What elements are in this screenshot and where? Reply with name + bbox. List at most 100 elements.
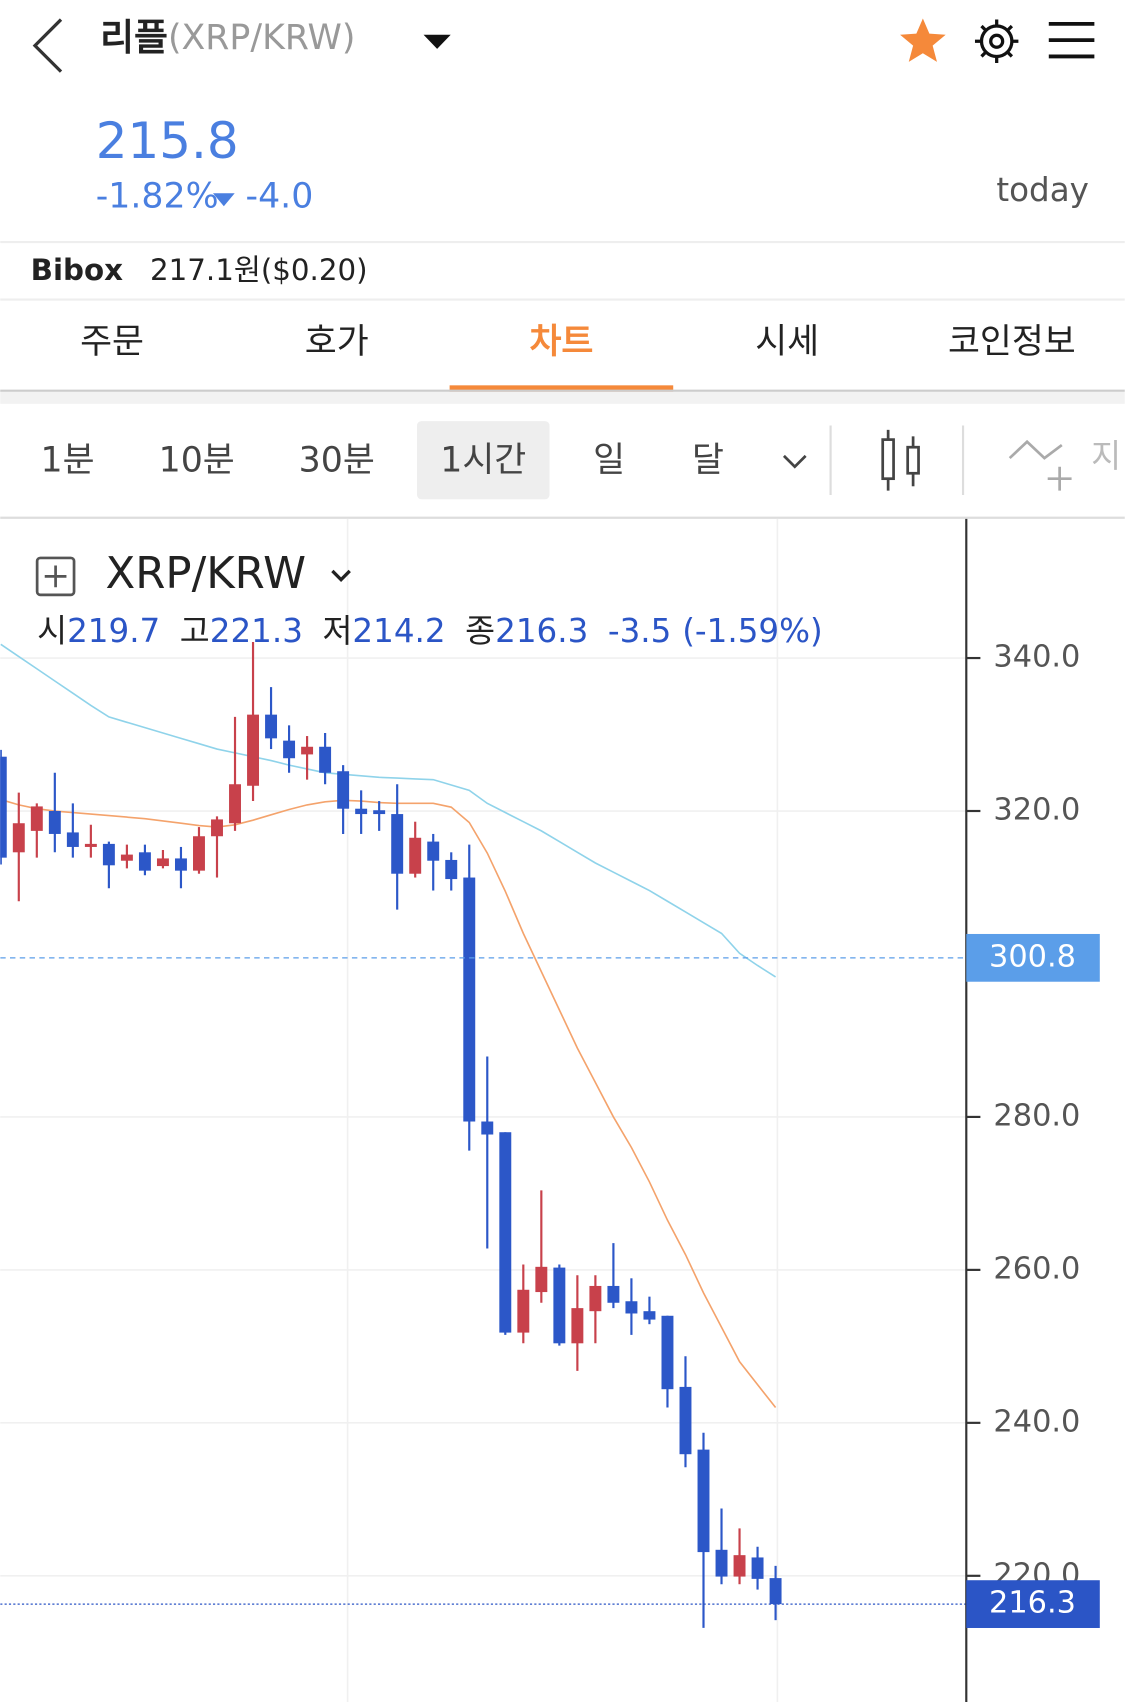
candle-body bbox=[211, 819, 223, 837]
candle-body bbox=[138, 852, 151, 871]
tab[interactable]: 코인정보 bbox=[948, 322, 1076, 362]
legend-value: 219.7 bbox=[67, 612, 160, 650]
candle-body bbox=[229, 784, 241, 824]
moving-average bbox=[0, 798, 777, 1409]
interval[interactable]: 1분 bbox=[41, 440, 95, 480]
legend-key: 종 bbox=[465, 612, 495, 650]
moving-average bbox=[0, 643, 777, 978]
ohlc-legend: 시219.7 고221.3 저214.2 종216.3 -3.5 (-1.59%) bbox=[37, 612, 823, 650]
y-tick-label: 320.0 bbox=[993, 793, 1080, 828]
candle-body bbox=[120, 854, 133, 861]
candle-body bbox=[535, 1266, 548, 1293]
price-badge-label: 300.8 bbox=[989, 939, 1076, 974]
candle-body bbox=[12, 823, 25, 853]
spacer bbox=[0, 391, 1125, 404]
coin-pair: (XRP/KRW) bbox=[168, 18, 355, 58]
candle-body bbox=[625, 1301, 638, 1314]
legend-value: 214.2 bbox=[352, 612, 445, 650]
tab[interactable]: 차트 bbox=[529, 322, 593, 362]
y-tick-label: 280.0 bbox=[993, 1098, 1080, 1133]
candle-body bbox=[463, 877, 476, 1122]
candle-body bbox=[373, 810, 386, 815]
indicator-icon[interactable] bbox=[1008, 439, 1072, 491]
candle-body bbox=[607, 1285, 620, 1303]
exchange-price: 217.1원($0.20) bbox=[150, 253, 368, 287]
legend-change-pct: (-1.59%) bbox=[682, 612, 823, 650]
symbol-dropdown[interactable] bbox=[331, 569, 351, 582]
candle-body bbox=[733, 1555, 746, 1577]
candle-body bbox=[571, 1308, 584, 1344]
coin-name: 리플(XRP/KRW) bbox=[100, 16, 355, 59]
tab-underline bbox=[449, 385, 674, 392]
price-badge bbox=[966, 1580, 1100, 1628]
candle-body bbox=[337, 771, 350, 809]
legend-key: 시 bbox=[37, 612, 67, 650]
candle-body bbox=[661, 1315, 674, 1390]
add-symbol-plus bbox=[44, 565, 67, 588]
candle-body bbox=[319, 746, 332, 773]
dropdown-arrow[interactable] bbox=[423, 34, 451, 49]
candle-body bbox=[553, 1267, 566, 1344]
tab[interactable]: 호가 bbox=[305, 322, 369, 362]
candle-body bbox=[247, 714, 260, 786]
plot-area bbox=[0, 641, 967, 1628]
legend-value: 216.3 bbox=[495, 612, 588, 650]
chart-type-icon[interactable] bbox=[881, 429, 920, 491]
candle-body bbox=[193, 836, 205, 871]
candle-body bbox=[283, 740, 296, 759]
candle-body bbox=[355, 808, 368, 815]
candle-body bbox=[697, 1449, 710, 1553]
price-change-pct: -1.82% bbox=[96, 177, 219, 217]
interval[interactable]: 30분 bbox=[299, 440, 375, 480]
interval-more[interactable] bbox=[782, 454, 807, 469]
settings-icon[interactable] bbox=[974, 19, 1019, 63]
candle-body bbox=[102, 843, 115, 866]
favorite-star[interactable] bbox=[900, 18, 946, 62]
interval[interactable]: 1시간 bbox=[440, 440, 526, 480]
legend-value: 221.3 bbox=[210, 612, 303, 650]
chart-title[interactable]: XRP/KRW bbox=[106, 549, 306, 599]
candle-body bbox=[643, 1311, 656, 1320]
coin-name-text: 리플 bbox=[100, 16, 168, 59]
tab[interactable]: 주문 bbox=[80, 322, 144, 362]
legend-key: 저 bbox=[322, 612, 352, 650]
candle-body bbox=[445, 859, 458, 880]
legend-change: -3.5 bbox=[608, 612, 672, 650]
interval[interactable]: 10분 bbox=[159, 440, 235, 480]
interval-selected bbox=[417, 421, 550, 500]
back-button[interactable] bbox=[32, 18, 63, 73]
interval[interactable]: 일 bbox=[593, 440, 625, 480]
candle-body bbox=[409, 837, 422, 874]
period-label: today bbox=[996, 171, 1089, 209]
candle-body bbox=[589, 1285, 602, 1312]
down-arrow bbox=[212, 193, 235, 207]
candle-body bbox=[265, 714, 278, 739]
menu-icon[interactable] bbox=[1048, 21, 1095, 59]
price-badge-label: 216.3 bbox=[989, 1586, 1076, 1621]
tab[interactable]: 시세 bbox=[755, 322, 819, 362]
price-badge bbox=[966, 933, 1100, 982]
candle-body bbox=[0, 756, 7, 858]
y-tick-label: 240.0 bbox=[993, 1404, 1080, 1439]
candle-body bbox=[769, 1578, 782, 1605]
candle-body bbox=[427, 841, 440, 861]
y-tick-label: 340.0 bbox=[993, 640, 1080, 675]
exchange-name: Bibox bbox=[31, 253, 123, 287]
candle-body bbox=[30, 806, 43, 831]
candle-body bbox=[481, 1121, 494, 1135]
interval[interactable]: 달 bbox=[692, 440, 724, 480]
candle-body bbox=[751, 1557, 764, 1579]
indicator-label[interactable]: 지 bbox=[1091, 437, 1121, 475]
candle-body bbox=[499, 1132, 512, 1333]
candle-body bbox=[48, 811, 61, 834]
grid bbox=[0, 657, 967, 1577]
price-change: -4.0 bbox=[246, 177, 314, 217]
legend-key: 고 bbox=[180, 612, 210, 650]
candle-body bbox=[174, 858, 187, 871]
candle-body bbox=[715, 1549, 728, 1577]
candle-body bbox=[66, 832, 79, 847]
